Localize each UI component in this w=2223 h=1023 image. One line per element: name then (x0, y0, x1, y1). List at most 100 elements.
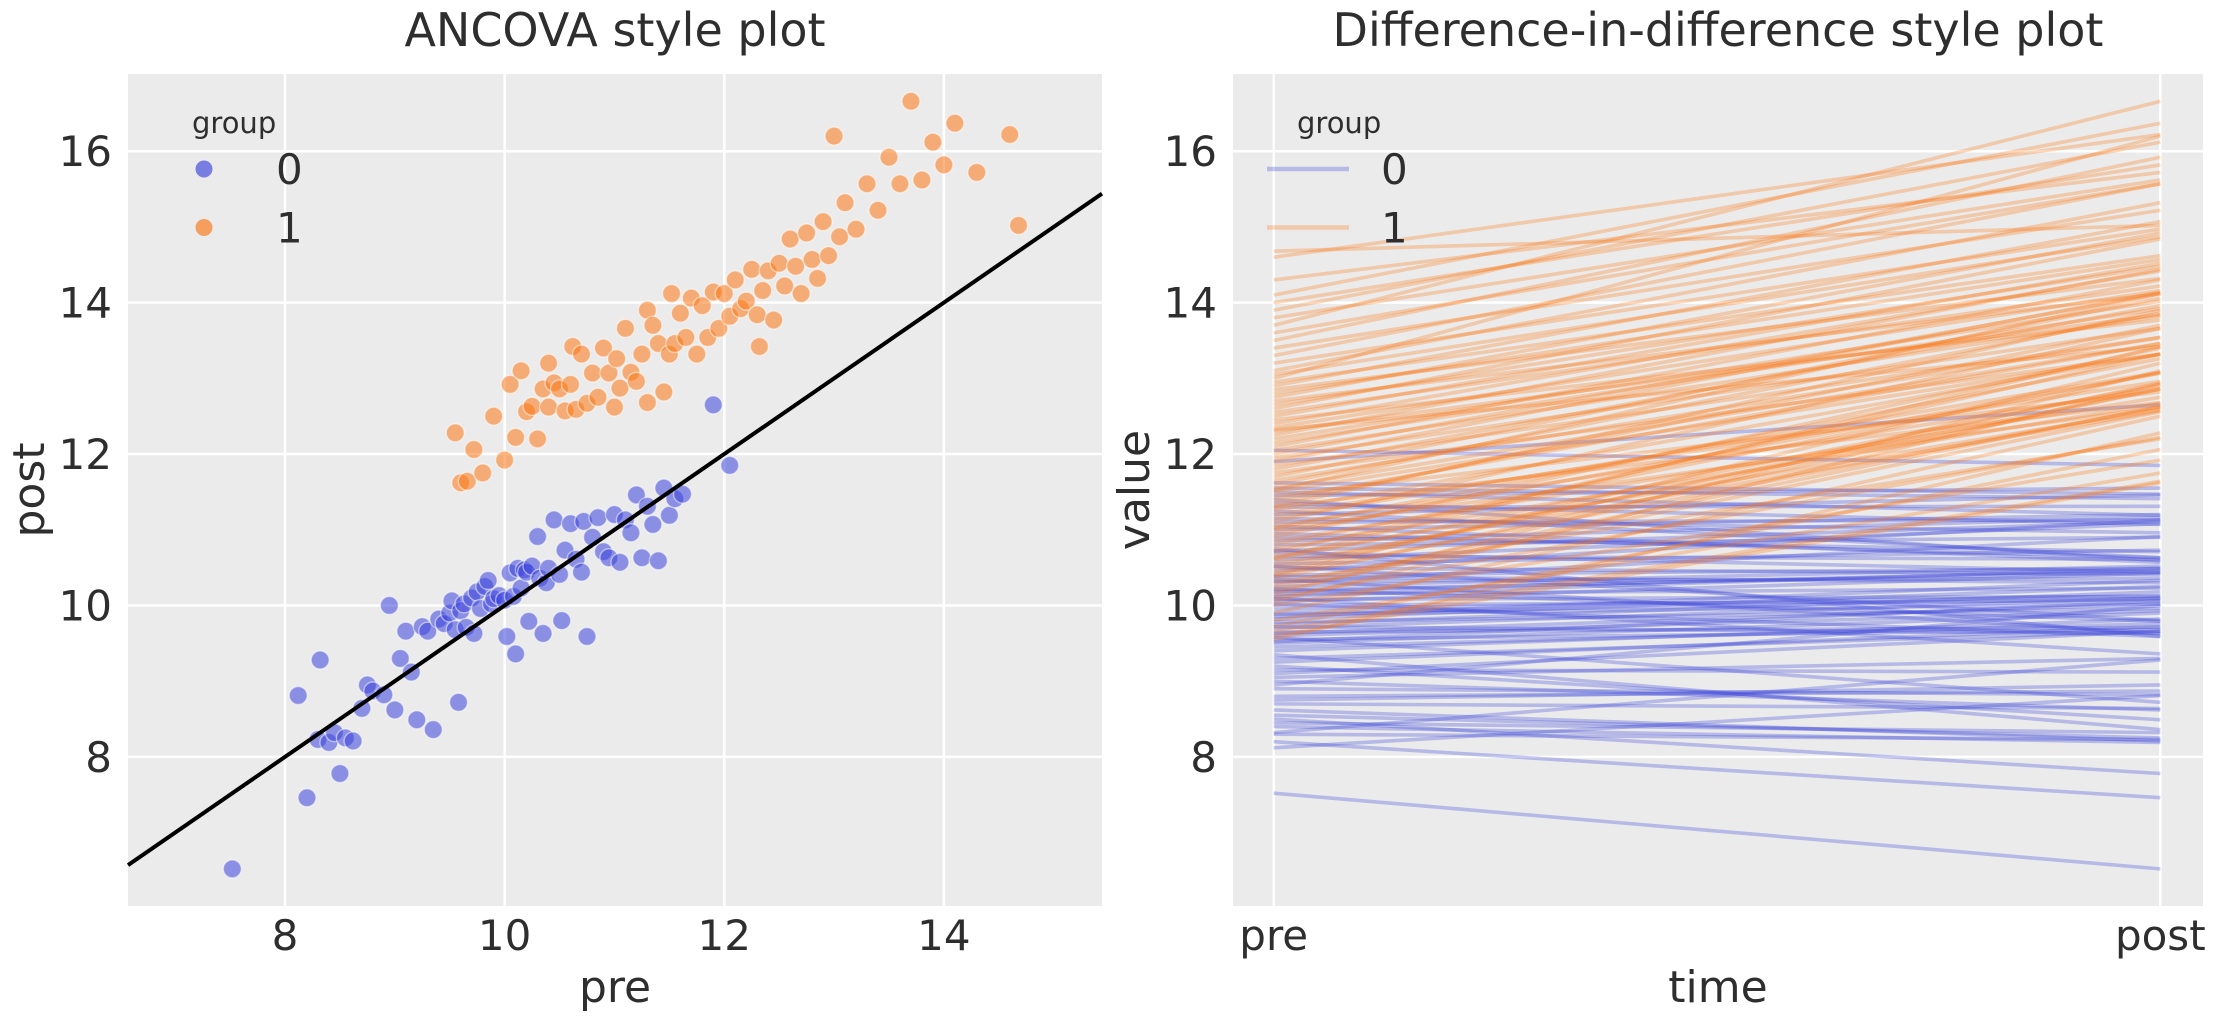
scatter-point (824, 126, 844, 146)
scatter-point (643, 514, 663, 535)
subject-line (1273, 291, 2161, 456)
subject-line (1273, 291, 2161, 493)
scatter-point (807, 268, 828, 289)
subject-line (1273, 257, 2161, 396)
scatter-point (857, 174, 877, 194)
subject-line (1273, 291, 2161, 403)
scatter-point (505, 644, 526, 664)
legend-entry: 0 (195, 145, 303, 194)
subject-line (1273, 504, 2161, 509)
subject-line (1273, 664, 2161, 722)
subject-line (1273, 344, 2161, 432)
subject-line (1273, 369, 2161, 596)
subject-line (1273, 352, 2161, 513)
subject-line (1273, 134, 2161, 381)
subject-line (1273, 570, 2161, 593)
subject-line (1273, 490, 2161, 518)
subject-line (1273, 624, 2161, 636)
subject-line (1273, 564, 2161, 623)
subject-line (1273, 431, 2161, 642)
subject-line (1273, 739, 2161, 800)
subject-line (1273, 326, 2161, 524)
subject-line (1273, 401, 2161, 551)
scatter-point (796, 223, 817, 243)
scatter-point (1008, 215, 1029, 236)
subject-line (1273, 732, 2161, 742)
subject-line (1273, 683, 2161, 702)
subject-line (1273, 227, 2161, 365)
plot-area (128, 74, 1102, 906)
subject-line (1273, 386, 2161, 528)
scatter-point (829, 227, 850, 247)
y-tick-label: 10 (59, 581, 112, 630)
subject-line (1273, 531, 2161, 560)
subject-line (1273, 132, 2161, 259)
subject-line (1273, 448, 2161, 468)
subject-line (1273, 656, 2161, 680)
subject-line (1273, 608, 2161, 638)
subject-line (1273, 288, 2161, 430)
subject-line (1273, 253, 2161, 384)
subject-line (1273, 606, 2161, 624)
subject-line (1273, 479, 2161, 633)
subject-line (1273, 140, 2161, 312)
subject-line (1273, 577, 2161, 636)
subject-line (1273, 352, 2161, 475)
y-tick-label: 14 (59, 279, 112, 328)
scatter-point (544, 510, 564, 530)
subject-line (1273, 318, 2161, 422)
scatter-point (626, 371, 647, 392)
subject-line (1273, 234, 2161, 377)
scatter-point (310, 650, 330, 670)
scatter-point (552, 610, 572, 631)
subject-line (1273, 447, 2161, 629)
subject-line (1273, 379, 2161, 517)
subject-line (1273, 584, 2161, 621)
subject-line (1273, 574, 2161, 585)
scatter-point (749, 336, 770, 357)
subject-line (1273, 370, 2161, 521)
subject-line (1273, 405, 2161, 577)
subject-line (1273, 181, 2161, 335)
subject-line (1273, 603, 2161, 687)
subject-line (1273, 387, 2161, 570)
legend-entry-label: 0 (1381, 145, 1408, 194)
subject-line (1273, 182, 2161, 358)
subject-line (1273, 299, 2161, 441)
subject-line (1273, 629, 2161, 676)
subject-line (1273, 387, 2161, 581)
legend-marker-dot (195, 219, 213, 236)
scatter-point (967, 162, 987, 183)
y-axis-label: value (1109, 430, 1160, 550)
subject-line (1273, 314, 2161, 453)
subject-line (1273, 565, 2161, 577)
scatter-point (593, 338, 614, 358)
subject-line (1273, 99, 2161, 328)
subject-line (1273, 269, 2161, 426)
scatter-point (785, 256, 806, 276)
scatter-point (912, 170, 932, 190)
scatter-point (379, 595, 400, 616)
scatter-point (818, 245, 839, 266)
scatter-point (500, 374, 520, 395)
scatter-point (418, 621, 438, 641)
scatter-point (676, 327, 696, 348)
subject-line (1273, 481, 2161, 496)
scatter-points-group1 (445, 91, 1029, 493)
scatter-point (725, 270, 745, 290)
subject-line (1273, 596, 2161, 656)
scatter-point (385, 700, 405, 720)
subject-line (1273, 667, 2161, 674)
legend-marker-dot (195, 160, 213, 178)
x-tick-label: 8 (272, 911, 299, 960)
y-tick-label: 8 (85, 733, 112, 782)
subject-line (1273, 341, 2161, 502)
y-tick-label: 10 (1164, 581, 1217, 630)
subject-line (1273, 163, 2161, 305)
subject-line (1273, 791, 2161, 871)
subject-line (1273, 658, 2161, 735)
scatter-point (648, 551, 669, 571)
subject-line (1273, 497, 2161, 563)
